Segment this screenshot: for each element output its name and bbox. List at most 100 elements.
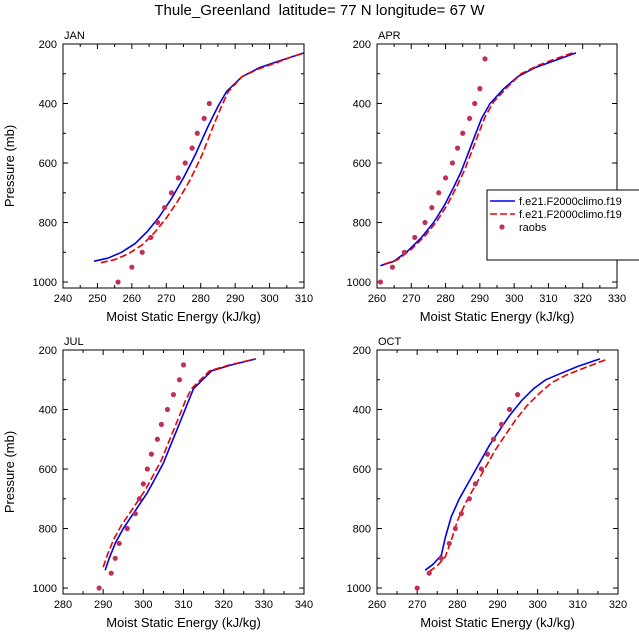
raobs-point xyxy=(176,377,183,383)
x-tick-label: 330 xyxy=(255,599,273,611)
raobs-point xyxy=(436,190,442,196)
raobs-point xyxy=(154,436,160,442)
chart-panel-apr: 260 270 280 290 300 310 320 330 200 400 600 800 1000… xyxy=(347,30,639,324)
series-line-dashed xyxy=(383,52,573,265)
y-tick-label: 1000 xyxy=(347,583,371,595)
raobs-point xyxy=(498,421,505,427)
chart-panel-jan: 240 250 260 270 280 290 300 310 200 400 600 800 1000… xyxy=(2,30,313,324)
raobs-point xyxy=(458,511,464,517)
raobs-point xyxy=(422,219,428,226)
x-tick-label: 270 xyxy=(157,293,175,305)
y-tick-label: 1000 xyxy=(33,583,57,595)
series-line-dashed xyxy=(100,52,304,264)
figure-title: Thule_Greenland latitude= 77 N longitude… xyxy=(154,2,485,19)
y-tick-label: 600 xyxy=(353,464,371,476)
x-tick-label: 280 xyxy=(448,599,466,611)
legend-marker-raobs xyxy=(499,224,505,230)
raobs-point xyxy=(201,115,207,121)
y-tick-label: 600 xyxy=(353,158,371,170)
plot-frame xyxy=(62,43,305,289)
raobs-point xyxy=(429,205,435,211)
y-tick-label: 400 xyxy=(353,99,371,111)
x-axis-label: Moist Static Energy (kJ/kg) xyxy=(106,309,261,324)
chart-panel-oct: 260 270 280 290 300 310 320 200 400 600 800 1000 OCT… xyxy=(347,336,628,630)
x-tick-label: 290 xyxy=(94,599,112,611)
y-tick-label: 200 xyxy=(39,39,57,51)
raobs-point xyxy=(472,481,479,487)
y-tick-label: 600 xyxy=(39,158,57,170)
x-tick-label: 260 xyxy=(368,293,386,305)
raobs-point xyxy=(136,496,142,502)
raobs-point xyxy=(96,585,102,591)
y-tick-label: 800 xyxy=(353,218,371,230)
raobs-point xyxy=(514,392,521,398)
y-tick-label: 800 xyxy=(39,524,57,536)
x-tick-label: 320 xyxy=(214,599,232,611)
series-line-solid xyxy=(380,52,577,267)
legend: f.e21.F2000climo.f19f.e21.F2000climo.f19… xyxy=(486,189,639,261)
plot-area xyxy=(96,358,256,591)
x-tick-label: 310 xyxy=(569,599,587,611)
x-axis-label: Moist Static Energy (kJ/kg) xyxy=(420,615,575,630)
panel-label: APR xyxy=(378,30,401,42)
x-tick-label: 280 xyxy=(436,293,454,305)
raobs-point xyxy=(389,264,396,270)
raobs-point xyxy=(484,451,491,457)
raobs-point xyxy=(144,466,150,472)
x-tick-label: 330 xyxy=(608,293,626,305)
raobs-point xyxy=(161,205,168,211)
raobs-point xyxy=(158,421,165,427)
legend-label: f.e21.F2000climo.f19 xyxy=(519,209,622,221)
raobs-point xyxy=(490,436,497,442)
y-tick-label: 400 xyxy=(39,99,57,111)
raobs-point xyxy=(129,264,135,270)
x-tick-label: 310 xyxy=(174,599,192,611)
x-tick-label: 240 xyxy=(54,293,72,305)
raobs-point xyxy=(182,160,188,166)
raobs-point xyxy=(132,511,138,517)
x-tick-label: 320 xyxy=(574,293,592,305)
plot-area xyxy=(377,52,577,285)
x-tick-label: 280 xyxy=(192,293,210,305)
raobs-point xyxy=(148,234,154,241)
raobs-point xyxy=(414,585,420,591)
raobs-point xyxy=(401,249,408,255)
raobs-point xyxy=(164,406,171,413)
raobs-point xyxy=(124,525,130,532)
raobs-point xyxy=(438,555,444,561)
raobs-point xyxy=(194,130,200,136)
raobs-point xyxy=(449,160,456,166)
y-axis-label: Pressure (mb) xyxy=(2,431,17,513)
x-tick-label: 290 xyxy=(226,293,244,305)
x-tick-label: 270 xyxy=(408,599,426,611)
y-tick-label: 1000 xyxy=(347,277,371,289)
x-tick-label: 310 xyxy=(539,293,557,305)
x-tick-label: 320 xyxy=(609,599,627,611)
x-tick-label: 260 xyxy=(368,599,386,611)
raobs-point xyxy=(452,525,458,532)
legend-label: raobs xyxy=(519,222,547,234)
x-tick-label: 290 xyxy=(471,293,489,305)
raobs-point xyxy=(139,249,145,255)
x-tick-label: 300 xyxy=(528,599,546,611)
y-tick-label: 200 xyxy=(39,345,57,357)
raobs-point xyxy=(116,540,122,547)
series-line-dashed xyxy=(428,358,609,573)
raobs-point xyxy=(189,145,195,151)
plot-frame xyxy=(62,349,305,595)
series-line-solid xyxy=(93,52,304,262)
raobs-point xyxy=(446,540,452,547)
x-tick-label: 300 xyxy=(134,599,152,611)
x-tick-label: 340 xyxy=(295,599,313,611)
raobs-point xyxy=(426,570,432,576)
y-tick-label: 200 xyxy=(353,345,371,357)
raobs-point xyxy=(115,279,121,285)
raobs-point xyxy=(478,466,485,472)
y-tick-label: 800 xyxy=(353,524,371,536)
raobs-point xyxy=(482,56,488,62)
raobs-point xyxy=(472,100,478,107)
panel-label: JAN xyxy=(64,30,85,42)
raobs-point xyxy=(412,234,418,241)
x-tick-label: 310 xyxy=(295,293,313,305)
